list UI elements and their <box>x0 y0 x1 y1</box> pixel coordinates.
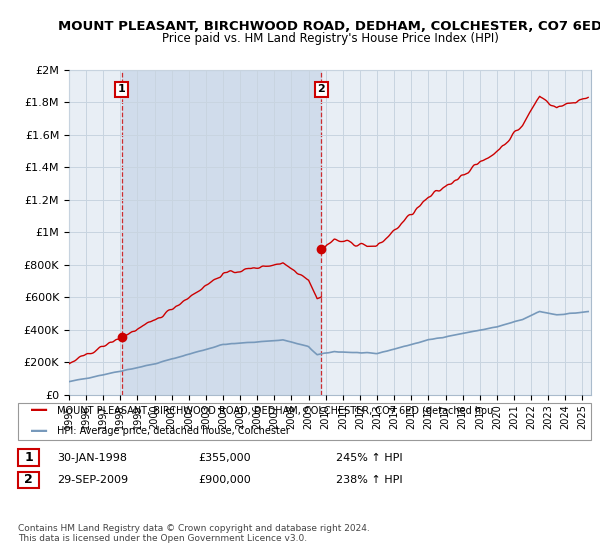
Text: 245% ↑ HPI: 245% ↑ HPI <box>336 452 403 463</box>
Bar <box>122 70 322 395</box>
Text: 30-JAN-1998: 30-JAN-1998 <box>57 452 127 463</box>
Text: HPI: Average price, detached house, Colchester: HPI: Average price, detached house, Colc… <box>57 427 290 436</box>
Text: £355,000: £355,000 <box>198 452 251 463</box>
Text: —: — <box>30 422 48 441</box>
Text: Price paid vs. HM Land Registry's House Price Index (HPI): Price paid vs. HM Land Registry's House … <box>161 32 499 45</box>
Text: —: — <box>30 401 48 419</box>
Text: 29-SEP-2009: 29-SEP-2009 <box>57 475 128 485</box>
Text: MOUNT PLEASANT, BIRCHWOOD ROAD, DEDHAM, COLCHESTER, CO7 6ED: MOUNT PLEASANT, BIRCHWOOD ROAD, DEDHAM, … <box>58 20 600 32</box>
Text: 2: 2 <box>24 473 33 487</box>
Text: £900,000: £900,000 <box>198 475 251 485</box>
Text: 238% ↑ HPI: 238% ↑ HPI <box>336 475 403 485</box>
Text: 1: 1 <box>118 85 125 95</box>
Text: 1: 1 <box>24 451 33 464</box>
Text: MOUNT PLEASANT, BIRCHWOOD ROAD, DEDHAM, COLCHESTER, CO7 6ED (detached hou: MOUNT PLEASANT, BIRCHWOOD ROAD, DEDHAM, … <box>57 405 493 415</box>
Text: Contains HM Land Registry data © Crown copyright and database right 2024.
This d: Contains HM Land Registry data © Crown c… <box>18 524 370 543</box>
Text: 2: 2 <box>317 85 325 95</box>
